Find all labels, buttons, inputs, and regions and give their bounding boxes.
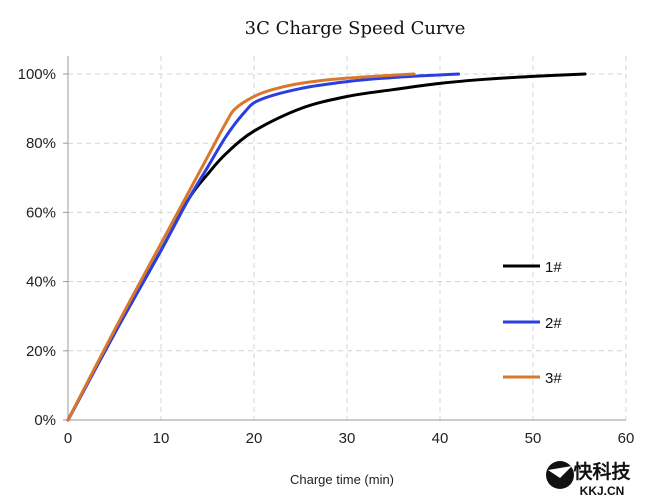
y-tick-label: 0%	[34, 412, 56, 429]
watermark-brand: 快科技	[573, 460, 631, 483]
legend-label: 2#	[545, 315, 562, 332]
x-axis-label: Charge time (min)	[290, 472, 394, 487]
y-tick-label: 60%	[26, 204, 56, 221]
x-tick-label: 40	[432, 430, 449, 447]
y-tick-label: 100%	[18, 66, 56, 83]
y-tick-label: 20%	[26, 343, 56, 360]
series-line-3	[66, 72, 416, 422]
x-tick-label: 20	[246, 430, 263, 447]
x-tick-label: 60	[618, 430, 635, 447]
series-line-1	[66, 72, 587, 422]
x-tick-label: 0	[64, 430, 72, 447]
tick-labels: 0 10 20 30 40 50 60 0% 20% 40% 60% 80% 100%	[18, 66, 635, 447]
grid	[63, 56, 627, 421]
watermark-domain: KKJ.CN	[580, 484, 625, 498]
legend-label: 3#	[545, 370, 562, 387]
series-line-2	[66, 72, 461, 422]
y-tick-label: 40%	[26, 274, 56, 291]
watermark-logo: 快科技 KKJ.CN	[546, 460, 631, 498]
y-tick-label: 80%	[26, 135, 56, 152]
x-tick-label: 30	[339, 430, 356, 447]
series-lines	[66, 72, 587, 422]
legend: 1# 2# 3#	[503, 259, 562, 387]
x-tick-label: 50	[525, 430, 542, 447]
x-tick-label: 10	[153, 430, 170, 447]
chart-title: 3C Charge Speed Curve	[245, 18, 466, 39]
legend-label: 1#	[545, 259, 562, 276]
